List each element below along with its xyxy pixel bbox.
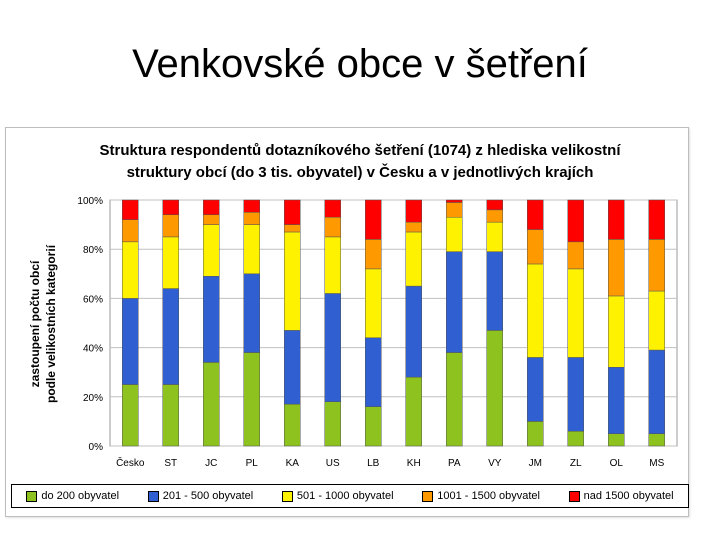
legend-swatch [281,490,293,502]
legend-label: 501 - 1000 obyvatel [296,490,394,502]
legend-label: 1001 - 1500 obyvatel [437,490,540,502]
legend-swatch [422,490,434,502]
legend-item: 201 - 500 obyvatel [147,490,254,502]
slide-title: Venkovské obce v šetření [132,42,588,86]
legend-item: 501 - 1000 obyvatel [281,490,394,502]
legend-item: 1001 - 1500 obyvatel [422,490,540,502]
legend: do 200 obyvatel 201 - 500 obyvatel 501 - 1… [11,484,689,508]
legend-label: nad 1500 obyvatel [583,490,674,502]
legend-swatch [26,490,38,502]
legend-swatch [568,490,580,502]
chart-title-line-1: Struktura respondentů dotazníkového šetř… [99,142,621,159]
legend-item: do 200 obyvatel [26,490,119,502]
legend-label: 201 - 500 obyvatel [162,490,254,502]
chart-title-line-2: struktury obcí (do 3 tis. obyvatel) v Če… [126,164,594,181]
legend-swatch [147,490,159,502]
legend-item: nad 1500 obyvatel [568,490,674,502]
chart-frame [5,127,689,517]
legend-label: do 200 obyvatel [41,490,120,502]
